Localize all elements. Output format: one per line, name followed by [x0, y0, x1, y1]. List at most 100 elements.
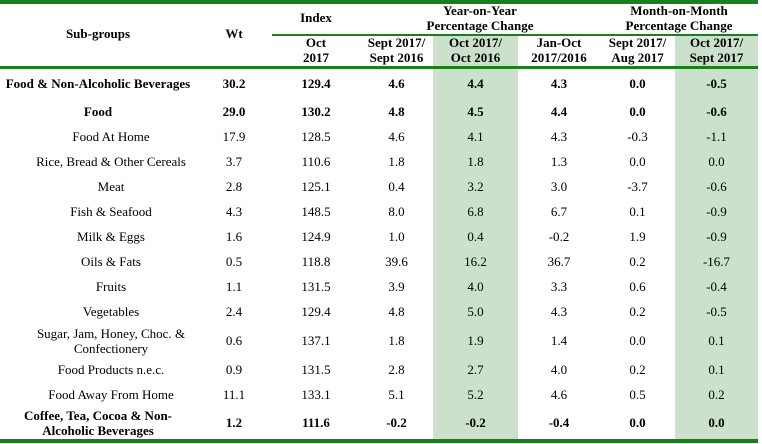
cell-mom-sept2017-aug2017: 0.1 — [629, 204, 646, 220]
col-header-oct2017-oct2016: Oct 2017/ Oct 2016 — [433, 34, 518, 69]
subgroup-label: Meat — [97, 179, 125, 195]
cell-mom-sept2017-aug2017: 0.5 — [629, 387, 646, 403]
cell-index-oct2017: 137.1 — [301, 333, 331, 349]
cell-mom-oct2017-sept2017: 0.1 — [675, 358, 759, 384]
cell-yoy-sept2017-sept2016: -0.2 — [386, 415, 407, 431]
cell-yoy-sept2017-sept2016: 5.1 — [388, 387, 405, 403]
subgroup-label: Food At Home — [72, 129, 150, 145]
cell-mom-sept2017-aug2017: 0.0 — [629, 104, 646, 120]
cell-yoy-sept2017-sept2016: 2.8 — [388, 362, 405, 378]
cell-mom-oct2017-sept2017: -0.4 — [675, 275, 759, 301]
col-header-index: Index — [272, 2, 360, 36]
cell-yoy-oct2017-oct2016: 5.0 — [433, 300, 518, 326]
cell-wt: 3.7 — [225, 154, 243, 170]
table-row: Milk & Eggs 1.6 124.9 1.0 0.4 -0.2 1.9 -… — [0, 225, 759, 251]
cell-index-oct2017: 118.8 — [301, 254, 331, 270]
cell-wt: 1.1 — [225, 279, 243, 295]
subgroup-label: Milk & Eggs — [77, 229, 145, 245]
table-row: Oils & Fats 0.5 118.8 39.6 16.2 36.7 0.2… — [0, 250, 759, 276]
cell-yoy-janoct: 6.7 — [550, 204, 568, 220]
cell-yoy-sept2017-sept2016: 8.0 — [388, 204, 405, 220]
cell-yoy-sept2017-sept2016: 4.6 — [388, 76, 405, 92]
subgroup-label: Food Away From Home — [48, 387, 174, 403]
cell-yoy-sept2017-sept2016: 1.8 — [388, 154, 405, 170]
subgroup-label: Sugar, Jam, Honey, Choc. & Confectionery — [36, 325, 186, 356]
table-row: Fish & Seafood 4.3 148.5 8.0 6.8 6.7 0.1… — [0, 200, 759, 226]
cell-yoy-oct2017-oct2016: 4.1 — [433, 125, 518, 151]
cell-mom-sept2017-aug2017: 0.0 — [629, 415, 646, 431]
cell-index-oct2017: 131.5 — [301, 279, 331, 295]
cell-yoy-oct2017-oct2016: 16.2 — [433, 250, 518, 276]
subgroup-label: Food & Non-Alcoholic Beverages — [5, 76, 191, 92]
table-header: Sub-groups Wt Index Year-on-Year Percent… — [0, 2, 759, 69]
cell-mom-oct2017-sept2017: -1.1 — [675, 125, 759, 151]
cell-yoy-oct2017-oct2016: 4.4 — [433, 67, 518, 101]
cell-wt: 0.5 — [225, 254, 243, 270]
cell-mom-oct2017-sept2017: -0.6 — [675, 175, 759, 201]
cell-index-oct2017: 148.5 — [301, 204, 331, 220]
table-body: Food & Non-Alcoholic Beverages 30.2 129.… — [0, 67, 759, 442]
col-header-wt: Wt — [196, 2, 272, 69]
table-row: Vegetables 2.4 129.4 4.8 5.0 4.3 0.2 -0.… — [0, 300, 759, 326]
cell-mom-oct2017-sept2017: 0.2 — [675, 383, 759, 409]
cell-yoy-oct2017-oct2016: -0.2 — [433, 408, 518, 442]
cell-yoy-janoct: 4.3 — [550, 129, 568, 145]
cell-yoy-oct2017-oct2016: 4.0 — [433, 275, 518, 301]
cell-mom-sept2017-aug2017: 0.0 — [629, 76, 646, 92]
cell-mom-oct2017-sept2017: 0.0 — [675, 150, 759, 176]
cell-yoy-sept2017-sept2016: 0.4 — [388, 179, 405, 195]
cell-mom-oct2017-sept2017: -16.7 — [675, 250, 759, 276]
cell-wt: 30.2 — [222, 76, 246, 92]
cell-yoy-oct2017-oct2016: 1.8 — [433, 150, 518, 176]
subgroup-label: Fruits — [95, 279, 127, 295]
cell-mom-sept2017-aug2017: 1.9 — [629, 229, 646, 245]
cell-mom-oct2017-sept2017: -0.6 — [675, 100, 759, 126]
cell-index-oct2017: 130.2 — [301, 104, 331, 120]
subgroup-label: Vegetables — [82, 304, 140, 320]
cell-mom-sept2017-aug2017: 0.2 — [629, 362, 646, 378]
cell-yoy-sept2017-sept2016: 4.8 — [388, 104, 405, 120]
cell-mom-oct2017-sept2017: -0.5 — [675, 67, 759, 101]
cell-yoy-oct2017-oct2016: 5.2 — [433, 383, 518, 409]
cell-yoy-sept2017-sept2016: 3.9 — [388, 279, 405, 295]
cell-yoy-sept2017-sept2016: 4.6 — [388, 129, 405, 145]
cell-wt: 1.2 — [225, 415, 243, 431]
table-row: Food Products n.e.c. 0.9 131.5 2.8 2.7 4… — [0, 358, 759, 384]
cell-yoy-sept2017-sept2016: 4.8 — [388, 304, 405, 320]
cell-yoy-janoct: 4.3 — [550, 304, 568, 320]
subgroup-label: Coffee, Tea, Cocoa & Non-Alcoholic Bever… — [23, 408, 173, 438]
cell-index-oct2017: 124.9 — [301, 229, 331, 245]
cell-yoy-janoct: 3.3 — [550, 279, 568, 295]
cell-yoy-sept2017-sept2016: 1.8 — [388, 333, 405, 349]
col-header-janoct-2017-2016: Jan-Oct 2017/2016 — [518, 34, 601, 69]
subgroup-label: Rice, Bread & Other Cereals — [36, 154, 186, 170]
cell-mom-sept2017-aug2017: 0.6 — [629, 279, 646, 295]
cell-yoy-oct2017-oct2016: 2.7 — [433, 358, 518, 384]
cell-mom-oct2017-sept2017: -0.5 — [675, 300, 759, 326]
table-row: Food & Non-Alcoholic Beverages 30.2 129.… — [0, 67, 759, 101]
subgroup-label: Oils & Fats — [81, 254, 141, 270]
cell-yoy-sept2017-sept2016: 39.6 — [385, 254, 408, 270]
cell-yoy-oct2017-oct2016: 3.2 — [433, 175, 518, 201]
cell-yoy-sept2017-sept2016: 1.0 — [388, 229, 405, 245]
cell-yoy-janoct: 1.3 — [550, 154, 568, 170]
table-row: Meat 2.8 125.1 0.4 3.2 3.0 -3.7 -0.6 — [0, 175, 759, 201]
cell-wt: 2.8 — [225, 179, 243, 195]
cell-yoy-janoct: 4.4 — [550, 104, 568, 120]
table-row: Fruits 1.1 131.5 3.9 4.0 3.3 0.6 -0.4 — [0, 275, 759, 301]
cell-yoy-janoct: -0.2 — [548, 229, 570, 245]
table-row: Sugar, Jam, Honey, Choc. & Confectionery… — [0, 325, 759, 359]
cell-yoy-janoct: 4.6 — [550, 387, 568, 403]
cell-index-oct2017: 111.6 — [302, 415, 330, 431]
cell-wt: 17.9 — [222, 129, 246, 145]
cell-wt: 4.3 — [225, 204, 243, 220]
cell-mom-sept2017-aug2017: 0.0 — [629, 154, 646, 170]
cell-index-oct2017: 129.4 — [301, 304, 331, 320]
cell-mom-sept2017-aug2017: -3.7 — [627, 179, 648, 195]
cell-yoy-oct2017-oct2016: 1.9 — [433, 325, 518, 359]
cell-wt: 1.6 — [225, 229, 243, 245]
cell-wt: 0.9 — [225, 362, 243, 378]
cell-index-oct2017: 133.1 — [301, 387, 331, 403]
cell-index-oct2017: 125.1 — [301, 179, 331, 195]
